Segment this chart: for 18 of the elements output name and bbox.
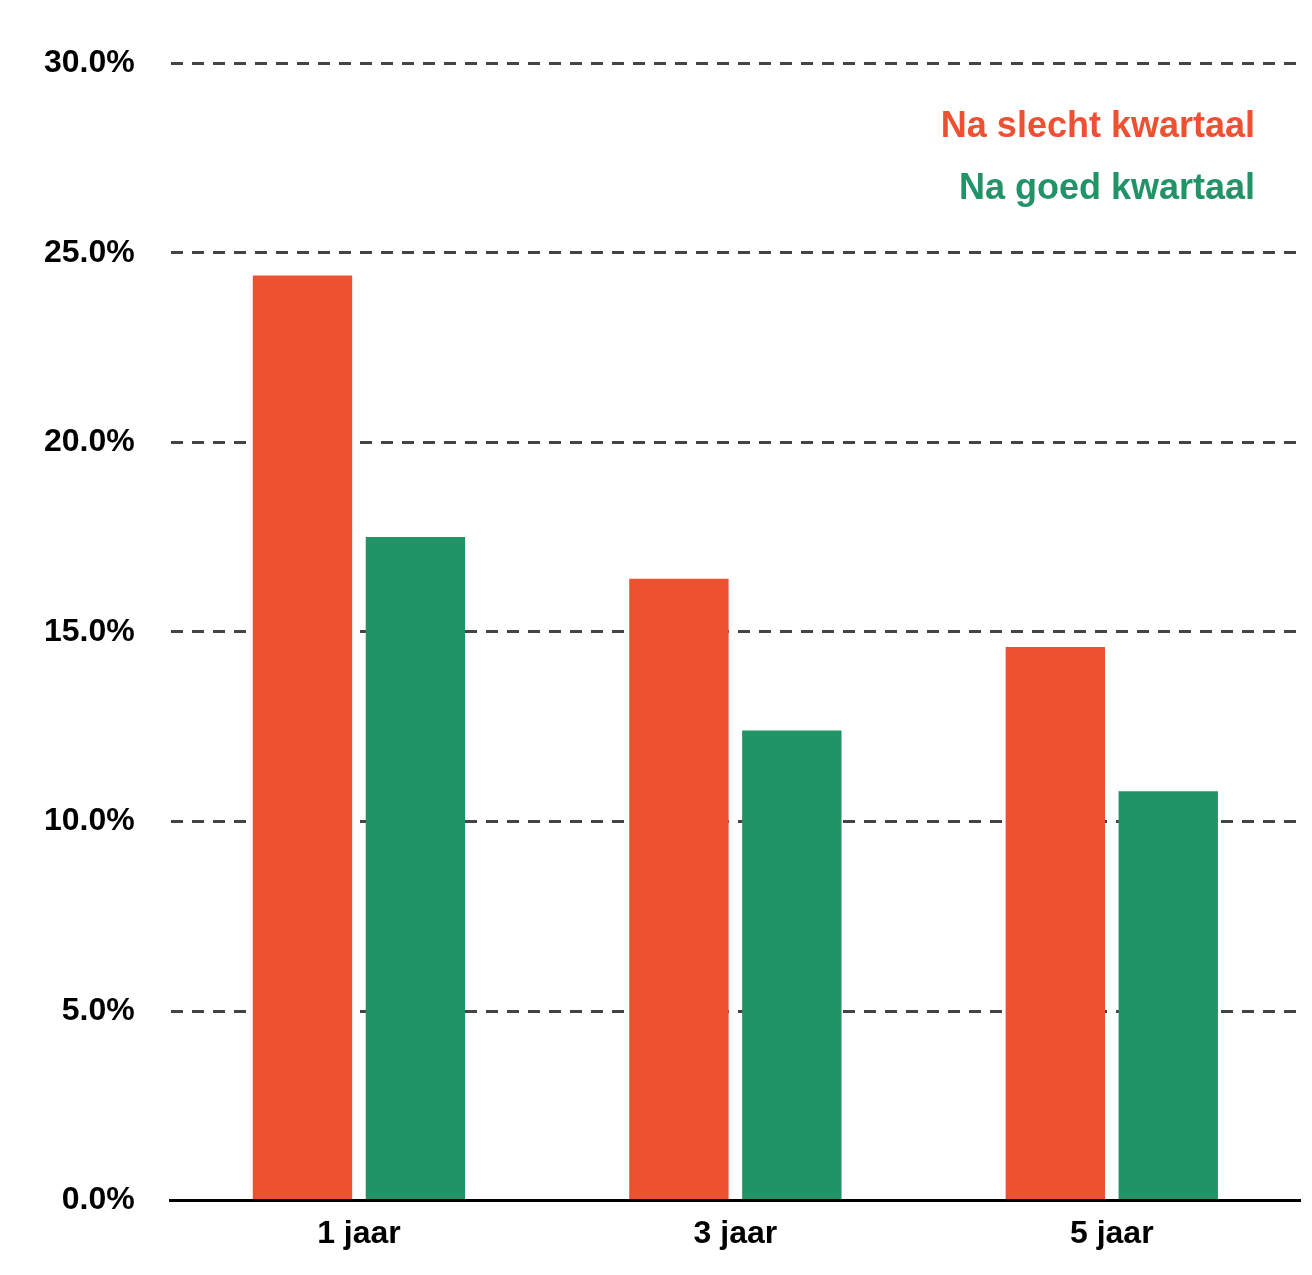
text: Na slecht kwartaal — [940, 104, 1255, 146]
x-tick-label: 3 jaar — [693, 1213, 778, 1250]
bar — [742, 730, 842, 1200]
y-tick-label: 20.0% — [44, 422, 135, 459]
bar — [252, 275, 353, 1200]
y-tick-label: 10.0% — [44, 801, 135, 838]
bar — [1005, 647, 1106, 1200]
y-tick-label: 15.0% — [44, 611, 135, 648]
text: Na goed kwartaal — [958, 166, 1255, 208]
y-tick-label: 5.0% — [61, 990, 135, 1027]
y-tick-label: 30.0% — [44, 43, 135, 80]
y-tick-label: 25.0% — [44, 232, 135, 269]
bar — [365, 537, 466, 1200]
x-tick-label: 1 jaar — [317, 1213, 401, 1250]
x-tick-label: 5 jaar — [1069, 1213, 1154, 1250]
bar — [1118, 791, 1218, 1200]
bar — [629, 578, 729, 1200]
y-tick-label: 0.0% — [61, 1180, 135, 1217]
